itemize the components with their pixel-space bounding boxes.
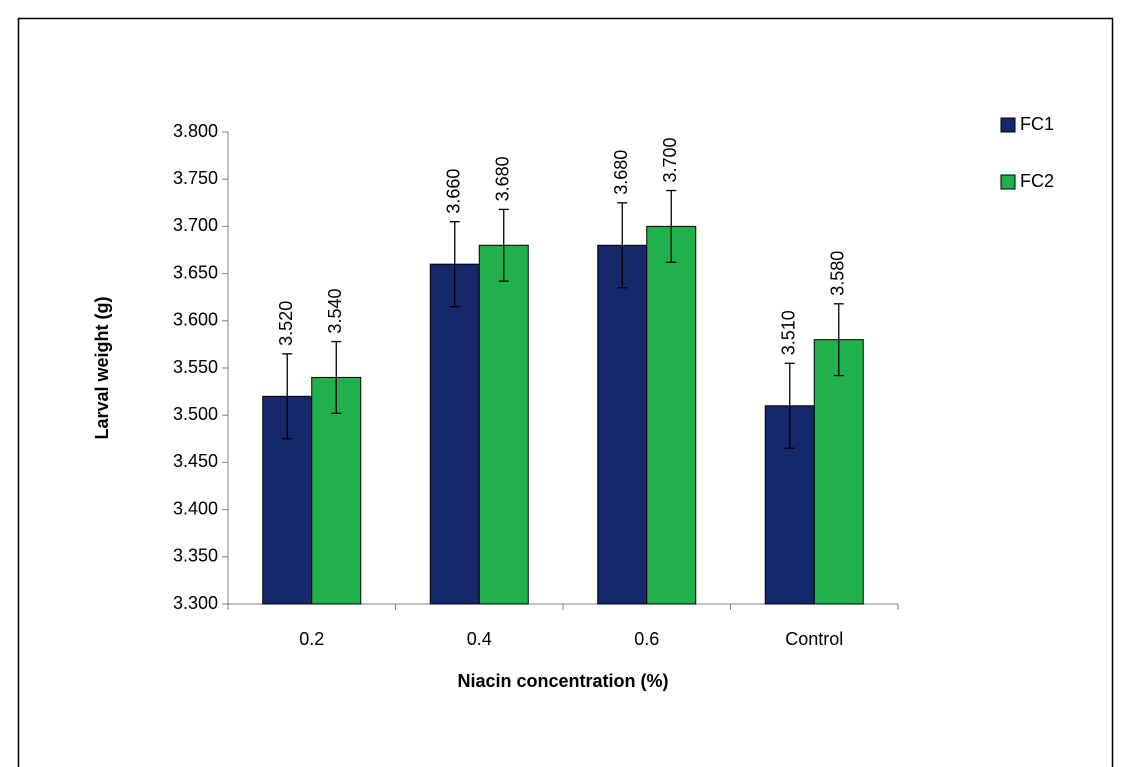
y-tick-label: 3.750 (173, 168, 218, 188)
error-bar (282, 353, 293, 440)
error-bar (498, 208, 509, 282)
error-bar (617, 202, 628, 289)
legend-label: FC2 (1020, 171, 1054, 191)
value-label: 3.540 (325, 289, 345, 334)
bar (311, 376, 362, 605)
legend-swatch (1000, 117, 1016, 133)
legend-label: FC1 (1020, 114, 1054, 134)
x-axis-label: Niacin concentration (%) (457, 671, 668, 691)
bar (597, 244, 648, 605)
y-tick-label: 3.450 (173, 451, 218, 471)
error-bar (784, 362, 795, 449)
error-bar (833, 303, 844, 377)
x-tick-label: 0.6 (634, 629, 659, 649)
chart-border (17, 17, 1114, 767)
y-tick-label: 3.400 (173, 498, 218, 518)
error-bar (449, 221, 460, 308)
x-tick-label: 0.2 (299, 629, 324, 649)
legend-swatch (1000, 174, 1016, 190)
bar (429, 263, 480, 605)
value-label: 3.510 (779, 310, 799, 355)
x-tick-label: 0.4 (467, 629, 492, 649)
bar (813, 339, 864, 605)
y-tick-label: 3.350 (173, 546, 218, 566)
value-label: 3.580 (828, 251, 848, 296)
y-tick-label: 3.500 (173, 404, 218, 424)
y-tick-label: 3.800 (173, 121, 218, 141)
value-label: 3.700 (660, 137, 680, 182)
y-tick-label: 3.300 (173, 593, 218, 613)
bar (646, 225, 697, 605)
x-tick-label: Control (785, 629, 843, 649)
y-tick-label: 3.650 (173, 262, 218, 282)
y-axis-label: Larval weight (g) (92, 296, 112, 439)
value-label: 3.680 (493, 156, 513, 201)
y-tick-label: 3.700 (173, 215, 218, 235)
error-bar (331, 340, 342, 414)
y-tick-label: 3.600 (173, 310, 218, 330)
value-label: 3.520 (276, 301, 296, 346)
value-label: 3.680 (611, 150, 631, 195)
bar (478, 244, 529, 605)
y-tick-label: 3.550 (173, 357, 218, 377)
error-bar (666, 189, 677, 263)
value-label: 3.660 (444, 169, 464, 214)
